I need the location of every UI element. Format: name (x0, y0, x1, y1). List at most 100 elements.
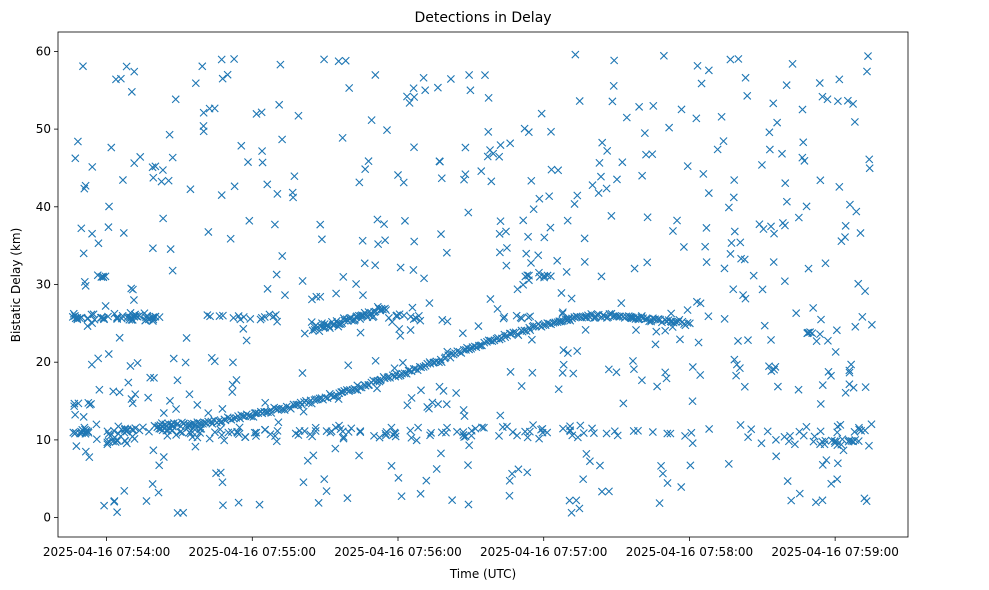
scatter-point (157, 177, 166, 186)
scatter-point (628, 356, 637, 365)
scatter-point (790, 440, 799, 449)
x-axis: 2025-04-16 07:54:00 2025-04-16 07:55:00 20… (43, 537, 899, 559)
scatter-point (381, 429, 390, 438)
scatter-point (702, 223, 711, 232)
scatter-point (459, 428, 468, 437)
scatter-point (613, 431, 622, 440)
scatter-point (567, 508, 576, 517)
scatter-point (608, 97, 617, 106)
scatter-point (528, 368, 537, 377)
scatter-point (226, 234, 235, 243)
scatter-point (573, 191, 582, 200)
scatter-point (245, 216, 254, 225)
scatter-point (816, 399, 825, 408)
scatter-point (729, 193, 738, 202)
scatter-point (661, 368, 670, 377)
scatter-point (481, 71, 489, 80)
scatter-point (817, 315, 825, 324)
data-points (68, 50, 876, 517)
scatter-point (580, 234, 589, 243)
scatter-point (172, 405, 181, 414)
scatter-point (252, 428, 261, 437)
scatter-point (612, 368, 621, 377)
scatter-point (384, 313, 393, 322)
scatter-point (121, 436, 130, 445)
scatter-point (800, 156, 809, 165)
scatter-point (503, 422, 511, 431)
scatter-point (133, 359, 142, 368)
scatter-point (833, 97, 842, 106)
scatter-point (110, 426, 119, 435)
scatter-point (579, 475, 588, 484)
scatter-point (92, 420, 101, 429)
scatter-point (252, 408, 261, 417)
scatter-point (356, 328, 365, 337)
scatter-point (464, 500, 473, 509)
scatter-point (668, 227, 677, 236)
scatter-point (278, 252, 287, 260)
scatter-point (71, 428, 80, 437)
scatter-point (816, 176, 825, 185)
scatter-point (523, 271, 532, 280)
scatter-point (535, 194, 544, 203)
scatter-point (227, 415, 236, 424)
scatter-point (465, 441, 474, 450)
scatter-point (687, 428, 696, 437)
scatter-point (527, 176, 536, 185)
scatter-point (122, 62, 131, 71)
scatter-point (77, 224, 86, 233)
scatter-point (448, 496, 457, 505)
scatter-point (356, 428, 365, 437)
scatter-point (833, 441, 842, 450)
scatter-point (507, 329, 516, 338)
scatter-point (697, 79, 706, 88)
scatter-point (524, 313, 533, 322)
scatter-point (452, 427, 461, 436)
scatter-point (443, 423, 452, 432)
scatter-point (604, 313, 613, 322)
scatter-point (566, 422, 575, 431)
scatter-point (244, 158, 252, 167)
scatter-point (464, 461, 472, 470)
scatter-point (516, 313, 525, 322)
scatter-point (339, 434, 348, 443)
scatter-point (702, 258, 711, 267)
scatter-point (261, 425, 270, 434)
scatter-point (863, 67, 871, 76)
scatter-point (667, 309, 676, 318)
scatter-point (794, 385, 803, 394)
scatter-point (406, 326, 415, 335)
scatter-point (554, 166, 563, 175)
scatter-point (705, 424, 714, 433)
scatter-point (403, 401, 412, 410)
scatter-point (521, 427, 530, 436)
scatter-point (196, 424, 205, 433)
scatter-point (282, 402, 291, 411)
scatter-point (486, 295, 495, 304)
scatter-point (199, 122, 208, 130)
scatter-point (694, 338, 703, 347)
scatter-point (307, 295, 316, 304)
scatter-point (543, 428, 552, 437)
scatter-point (471, 424, 480, 433)
scatter-point (858, 312, 867, 321)
scatter-point (514, 331, 523, 340)
scatter-point (604, 487, 613, 496)
scatter-point (407, 393, 416, 402)
scatter-point (85, 453, 94, 462)
scatter-point (78, 62, 87, 71)
scatter-point (271, 432, 280, 441)
scatter-point (92, 435, 101, 444)
scatter-point (526, 326, 535, 335)
scatter-point (713, 145, 722, 154)
scatter-point (245, 411, 254, 420)
scatter-point (81, 181, 90, 190)
scatter-point (743, 336, 752, 345)
scatter-point (215, 312, 224, 321)
scatter-point (113, 315, 122, 323)
scatter-point (237, 141, 246, 150)
scatter-point (361, 165, 370, 174)
scatter-point (118, 176, 127, 185)
scatter-point (845, 366, 854, 375)
scatter-point (412, 436, 421, 445)
